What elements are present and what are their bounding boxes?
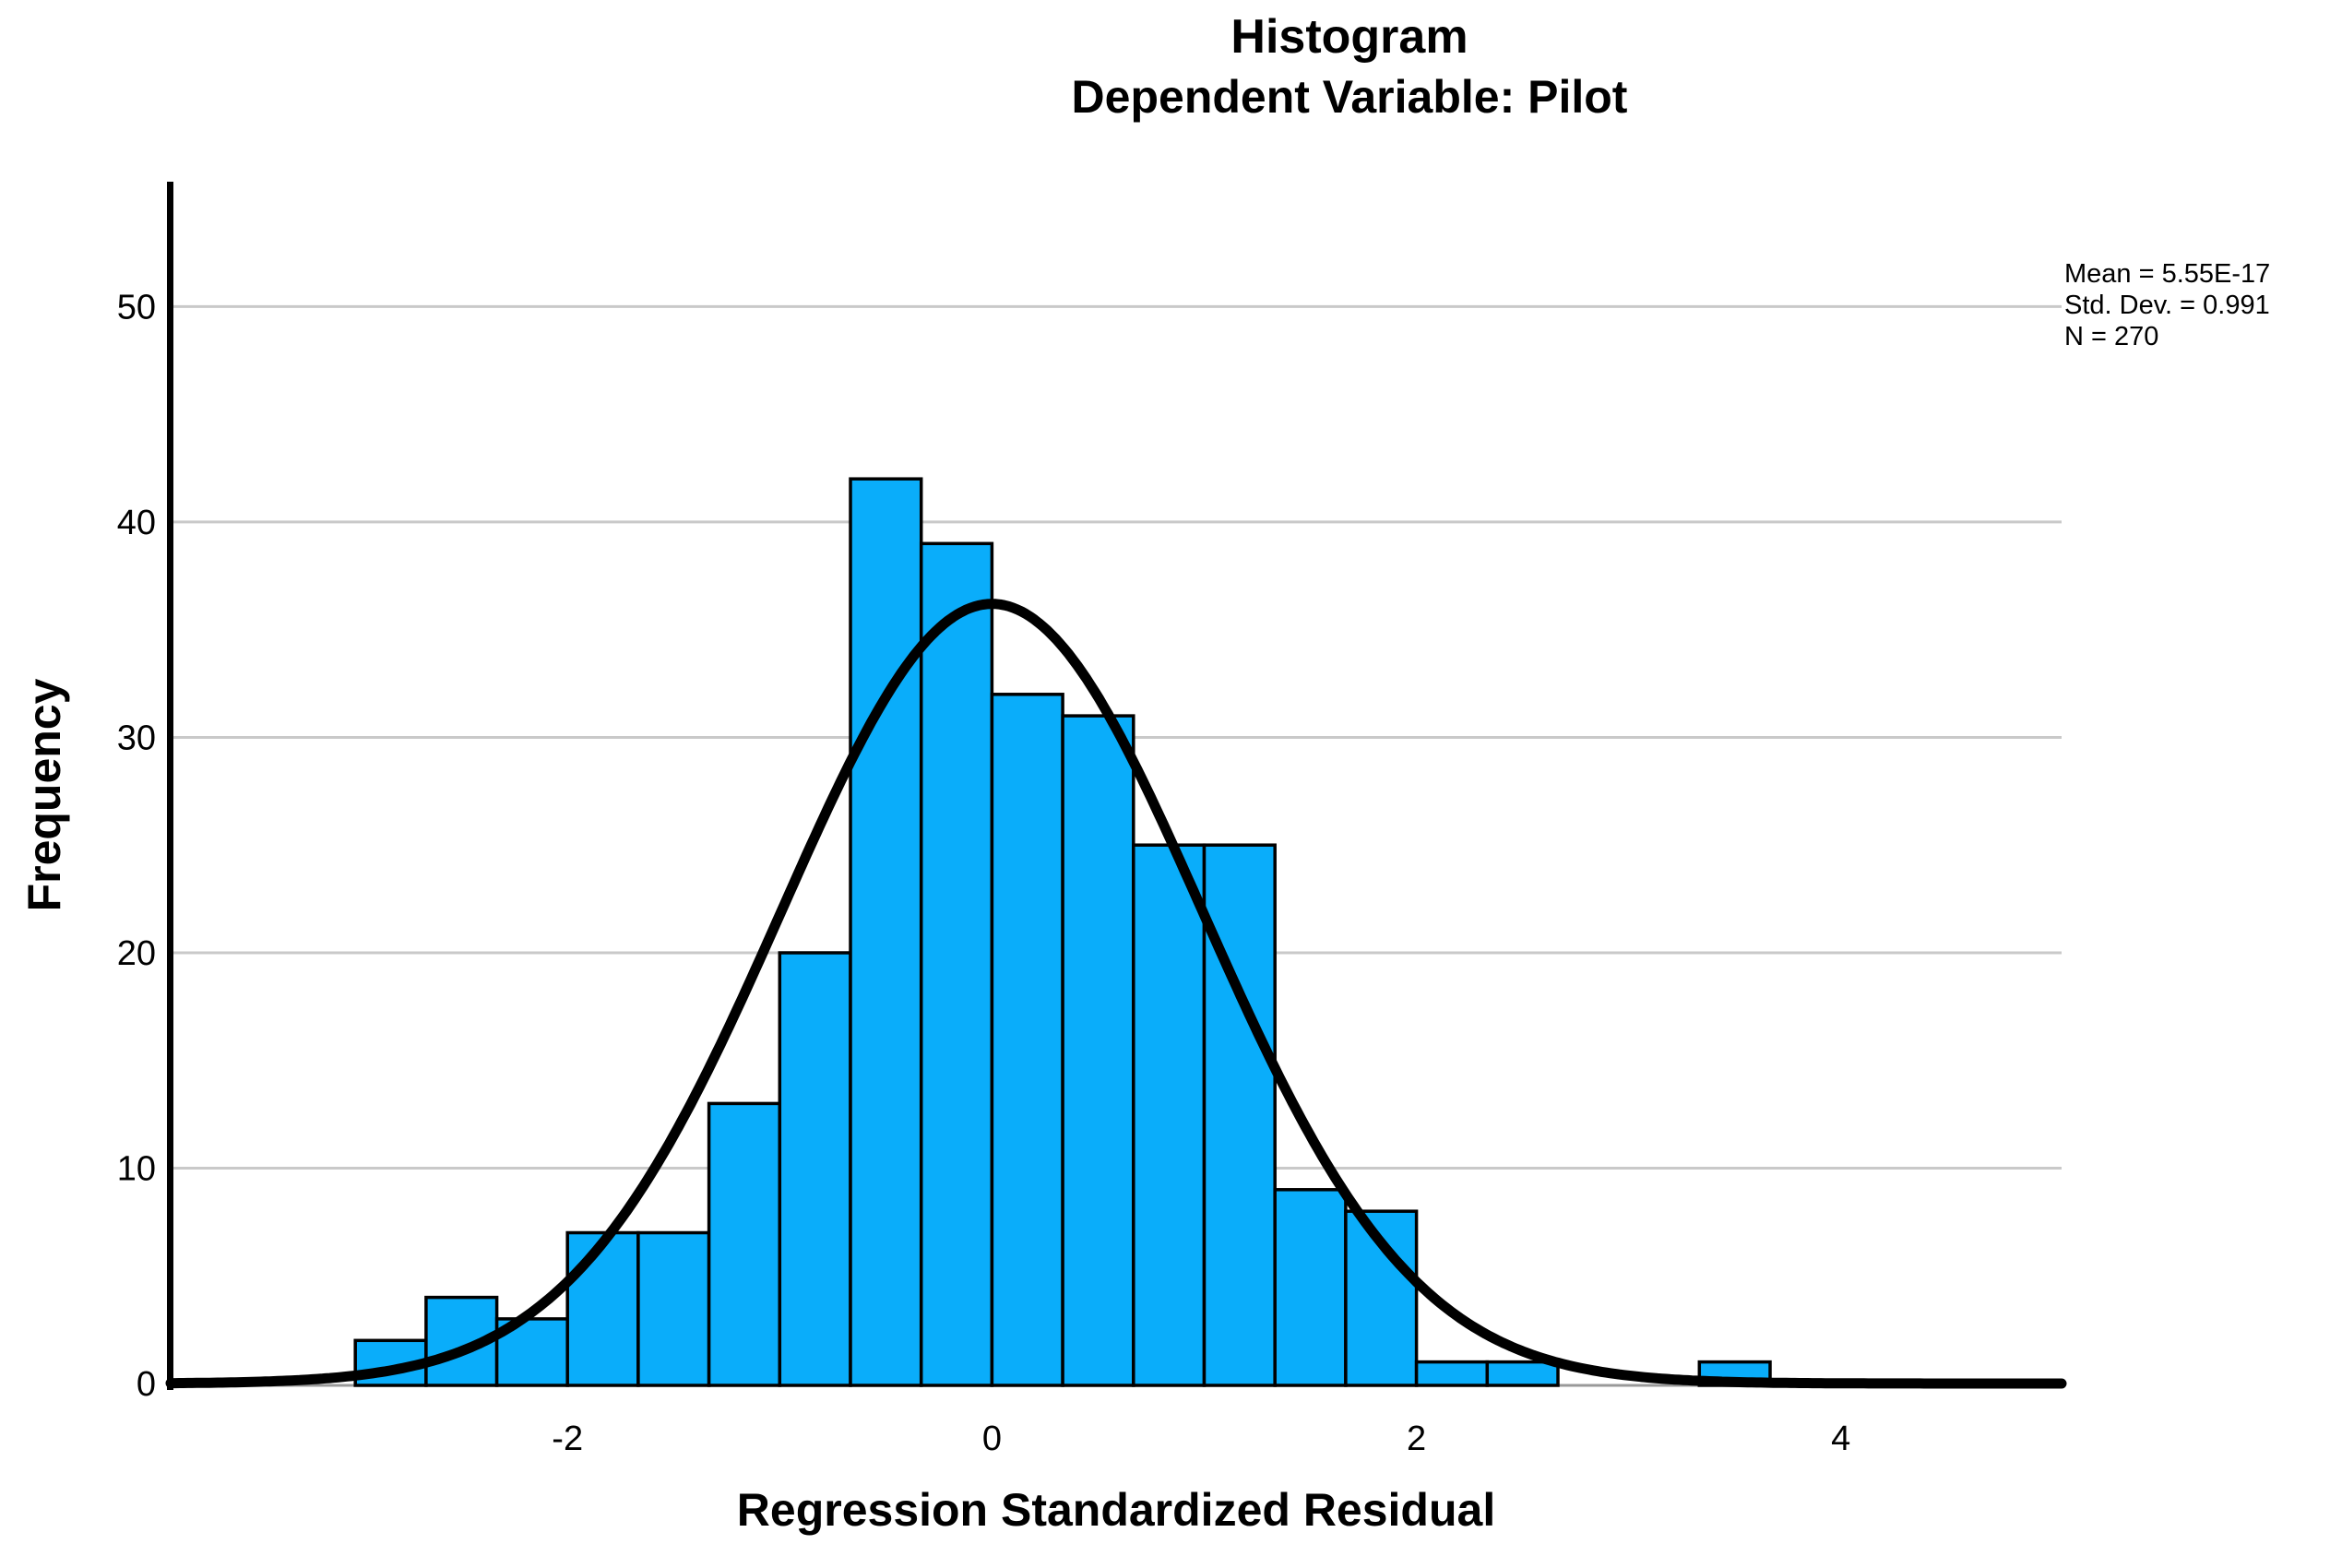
y-tick-label: 10	[117, 1150, 156, 1189]
histogram-bar	[1414, 1360, 1490, 1387]
y-tick-label: 40	[117, 504, 156, 542]
x-tick-label: -2	[552, 1420, 583, 1458]
x-tick-label: 2	[1407, 1420, 1426, 1458]
y-tick-label: 30	[117, 719, 156, 758]
y-tick-label: 20	[117, 934, 156, 973]
histogram-bar	[1485, 1360, 1560, 1387]
histogram-bar	[707, 1101, 782, 1387]
histogram-bar	[919, 541, 994, 1387]
chart-title: Histogram	[1230, 10, 1468, 64]
histogram-bar	[636, 1230, 711, 1387]
stats-box: Mean = 5.55E-17 Std. Dev. = 0.991 N = 27…	[2064, 258, 2270, 352]
histogram-bar	[1202, 843, 1277, 1387]
x-tick-label: 0	[982, 1420, 1002, 1458]
stat-std-dev: Std. Dev. = 0.991	[2064, 291, 2270, 320]
y-axis-line	[167, 182, 173, 1390]
stat-mean: Mean = 5.55E-17	[2064, 259, 2271, 289]
y-tick-label: 0	[137, 1365, 156, 1404]
y-axis-title: Frequency	[18, 678, 70, 912]
histogram-bar	[849, 477, 923, 1387]
histogram-bar	[1273, 1188, 1348, 1387]
histogram-bar	[990, 693, 1064, 1387]
histogram-bar	[565, 1230, 640, 1387]
stat-n: N = 270	[2064, 322, 2159, 351]
chart-subtitle: Dependent Variable: Pilot	[1071, 71, 1628, 123]
y-tick-label: 50	[117, 288, 156, 327]
normal-curve	[165, 599, 2067, 1389]
histogram-bar	[1132, 843, 1207, 1387]
histogram-bar	[778, 951, 852, 1387]
histogram-bar	[1061, 714, 1135, 1387]
x-axis-title: Regression Standardized Residual	[736, 1484, 1496, 1536]
x-tick-label: 4	[1831, 1420, 1850, 1458]
